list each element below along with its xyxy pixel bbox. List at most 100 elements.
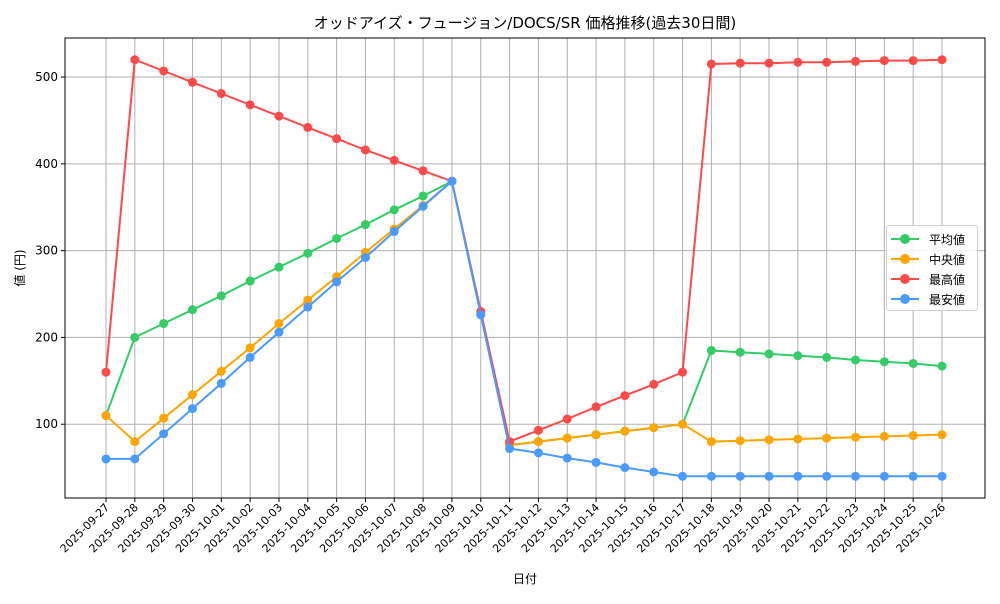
data-point: [303, 295, 313, 305]
data-point: [649, 379, 659, 389]
data-point: [735, 436, 745, 446]
data-point: [937, 471, 947, 481]
data-point: [274, 327, 284, 337]
data-point: [187, 305, 197, 315]
data-point: [476, 310, 486, 320]
data-point: [793, 57, 803, 67]
data-point: [908, 56, 918, 66]
legend-label-min: 最安値: [929, 292, 966, 307]
data-point: [533, 437, 543, 447]
data-point: [793, 434, 803, 444]
data-point: [274, 262, 284, 272]
legend-marker-median-icon: [891, 253, 919, 265]
data-point: [706, 59, 716, 69]
data-point: [908, 358, 918, 368]
data-point: [245, 343, 255, 353]
data-point: [735, 58, 745, 68]
plot-frame: [64, 37, 986, 499]
data-point: [793, 471, 803, 481]
data-point: [822, 471, 832, 481]
data-point: [793, 351, 803, 361]
data-point: [130, 332, 140, 342]
data-point: [908, 431, 918, 441]
data-point: [879, 471, 889, 481]
data-point: [620, 463, 630, 473]
data-point: [591, 457, 601, 467]
data-point: [764, 435, 774, 445]
y-tick-label: 200: [35, 330, 58, 344]
data-point: [187, 404, 197, 414]
y-axis-label: 値 (円): [12, 249, 27, 286]
data-point: [706, 471, 716, 481]
data-point: [101, 411, 111, 421]
data-point: [591, 430, 601, 440]
legend-marker-min-icon: [891, 293, 919, 305]
data-point: [216, 89, 226, 99]
series-平均値: [101, 176, 947, 450]
data-point: [101, 367, 111, 377]
x-axis: 2025-09-272025-09-282025-09-292025-09-30…: [58, 498, 948, 555]
data-point: [851, 56, 861, 66]
data-point: [879, 431, 889, 441]
legend-label-average: 平均値: [929, 232, 966, 247]
y-tick-label: 400: [35, 157, 58, 171]
data-point: [332, 134, 342, 144]
data-point: [620, 391, 630, 401]
legend-marker-max-icon: [891, 273, 919, 285]
data-point: [851, 355, 861, 365]
data-point: [851, 432, 861, 442]
data-point: [505, 444, 515, 454]
legend-marker-average-icon: [891, 233, 919, 245]
data-point: [706, 345, 716, 355]
data-point: [533, 425, 543, 435]
series-line: [106, 179, 942, 478]
data-point: [735, 347, 745, 357]
data-point: [389, 205, 399, 215]
data-point: [937, 55, 947, 65]
y-tick-label: 500: [35, 70, 58, 84]
data-point: [764, 58, 774, 68]
data-point: [678, 419, 688, 429]
data-point: [159, 319, 169, 329]
data-point: [879, 56, 889, 66]
series-中央値: [101, 176, 947, 450]
data-point: [303, 302, 313, 312]
data-point: [562, 453, 572, 463]
y-axis: 100 200 300 400 500: [35, 70, 65, 431]
data-point: [159, 413, 169, 423]
data-point: [447, 176, 457, 186]
legend-item-min: 最安値: [891, 289, 973, 309]
series-line: [105, 179, 943, 447]
data-point: [130, 437, 140, 447]
data-point: [216, 366, 226, 376]
data-point: [332, 277, 342, 287]
data-point: [303, 248, 313, 258]
data-point: [937, 361, 947, 371]
data-point: [389, 227, 399, 237]
data-point: [937, 430, 947, 440]
series-line: [105, 179, 943, 447]
data-point: [562, 433, 572, 443]
legend-item-max: 最高値: [891, 269, 973, 289]
grid-lines: [65, 38, 985, 498]
data-point: [159, 429, 169, 439]
data-point: [245, 276, 255, 286]
data-point: [274, 111, 284, 121]
data-point: [735, 471, 745, 481]
data-point: [332, 233, 342, 243]
data-point: [764, 349, 774, 359]
data-point: [130, 454, 140, 464]
data-point: [533, 448, 543, 458]
data-point: [678, 471, 688, 481]
data-point: [620, 426, 630, 436]
data-point: [159, 66, 169, 76]
data-point: [822, 57, 832, 67]
chart-legend: 平均値 中央値 最高値 最安値: [886, 225, 978, 311]
data-point: [360, 253, 370, 263]
data-point: [851, 471, 861, 481]
data-point: [389, 155, 399, 165]
data-point: [101, 454, 111, 464]
data-point: [649, 423, 659, 433]
data-point: [245, 100, 255, 110]
